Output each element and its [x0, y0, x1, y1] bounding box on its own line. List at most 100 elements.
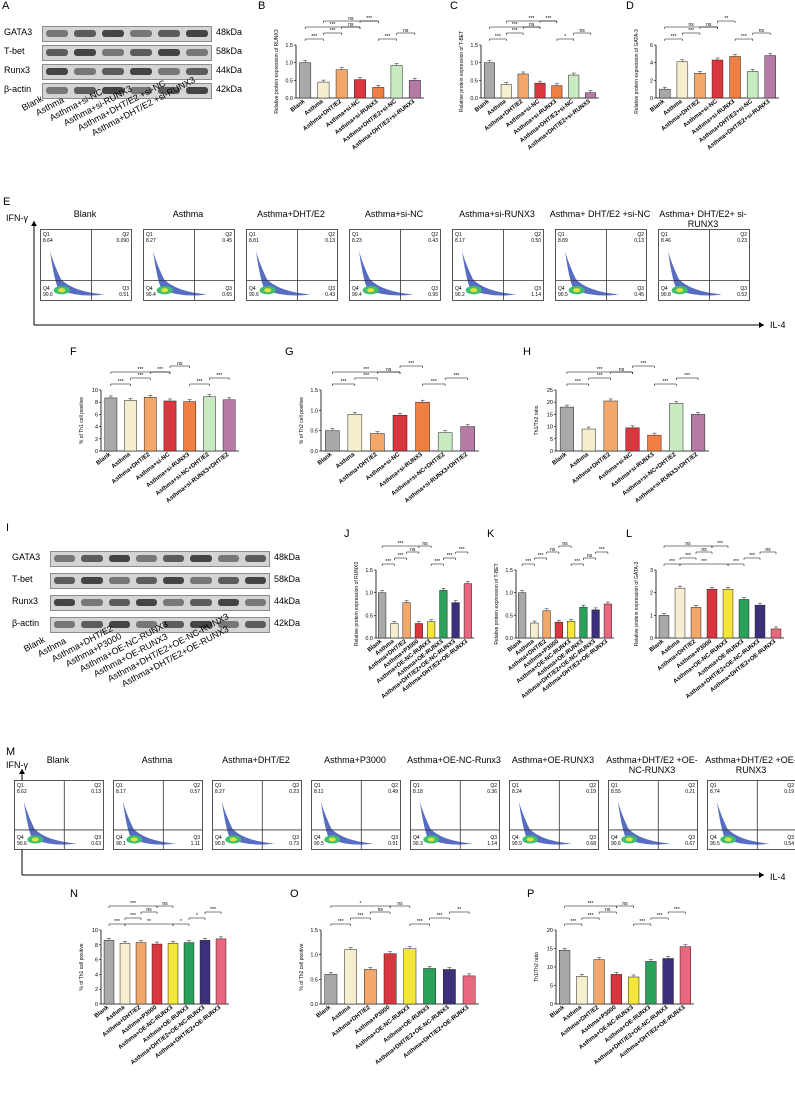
- significance-label: ns: [701, 547, 707, 553]
- quadrant-value: 1.14: [487, 841, 497, 847]
- bar: [439, 590, 448, 639]
- y-tick-label: 0.5: [365, 613, 373, 619]
- flow-plot-title: Asthma+OE-NC-Runx3: [407, 755, 501, 765]
- cell-population: [50, 251, 104, 296]
- significance-label: ***: [311, 34, 317, 40]
- significance-label: ***: [130, 913, 136, 919]
- bar: [124, 400, 137, 452]
- flow-cytometry-e: IFN-γ IL-4 Blank Q1 8.64 Q2 0.090 Q4 90.6 Q3 0.51 A…: [0, 205, 795, 345]
- significance-label: *: [360, 901, 362, 907]
- quadrant-value: 90.4: [352, 292, 362, 298]
- protein-band: [130, 87, 152, 94]
- protein-band: [135, 555, 157, 562]
- quadrant-value: 0.36: [487, 789, 497, 795]
- category-label: Asthma+DHT/E2: [571, 451, 612, 485]
- y-tick-label: 1.0: [310, 953, 318, 959]
- quadrant-name: Q2: [292, 783, 299, 789]
- y-tick-label: 0.5: [310, 977, 318, 983]
- significance-label: ***: [741, 34, 747, 40]
- scatter-density: [213, 781, 301, 849]
- quadrant-value: 90.5: [710, 841, 720, 847]
- quadrant-value: 8.64: [43, 238, 53, 244]
- bar: [119, 943, 131, 1005]
- quadrant-value: 8.17: [455, 238, 465, 244]
- protein-label: β-actin: [4, 84, 32, 94]
- y-tick-label: 5: [550, 984, 553, 990]
- significance-label: ns: [348, 16, 354, 22]
- quadrant-name: Q4: [146, 286, 153, 292]
- quadrant-name: Q2: [328, 232, 335, 238]
- significance-label: *: [180, 919, 182, 925]
- significance-label: ***: [688, 28, 694, 34]
- panel-label-g: G: [285, 346, 294, 358]
- flow-plot-title: Asthma+DHT/E2: [222, 755, 290, 765]
- protein-label: GATA3: [12, 552, 41, 562]
- y-axis-label: Th1/Th2 ratio: [534, 952, 540, 982]
- y-axis-label: Relative protein expression of T-BET: [494, 563, 500, 644]
- protein-band: [190, 599, 212, 606]
- kda-label: 58kDa: [274, 574, 301, 584]
- significance-label: ns: [759, 28, 765, 34]
- panel-label-j: J: [344, 528, 350, 540]
- quadrant-value: 0.91: [388, 841, 398, 847]
- y-axis-label: % of Th1 cell positive: [79, 943, 85, 990]
- y-tick-label: 1: [650, 613, 653, 619]
- quadrant-value: 90.2: [455, 292, 465, 298]
- cell-population: [668, 251, 722, 296]
- quadrant-name: Q1: [710, 783, 717, 789]
- quadrant-value: 90.6: [249, 292, 259, 298]
- quadrant-name: Q1: [413, 783, 420, 789]
- significance-label: ***: [138, 373, 144, 379]
- bar: [423, 968, 436, 1005]
- quadrant-name: Q4: [512, 835, 519, 841]
- significance-label: ***: [358, 913, 364, 919]
- panel-label-i: I: [6, 522, 10, 534]
- kda-label: 42kDa: [216, 84, 243, 94]
- quadrant-name: Q2: [490, 783, 497, 789]
- quadrant-value: 0.23: [289, 789, 299, 795]
- quadrant-value: 0.13: [634, 238, 644, 244]
- density-peak: [427, 837, 435, 842]
- y-tick-label: 1.0: [505, 591, 513, 597]
- bar: [463, 583, 472, 639]
- quadrant-name: Q3: [490, 835, 497, 841]
- significance-label: ***: [341, 379, 347, 385]
- significance-label: ns: [550, 547, 556, 553]
- quadrant-value: 0.45: [222, 238, 232, 244]
- quadrant-name: Q4: [43, 286, 50, 292]
- bar: [151, 943, 163, 1005]
- y-tick-label: 15: [547, 947, 553, 953]
- significance-label: ***: [597, 367, 603, 373]
- significance-label: ***: [685, 553, 691, 559]
- scatter-density: [15, 781, 103, 849]
- protein-band: [158, 49, 180, 56]
- panel-label-b: B: [258, 0, 266, 12]
- kda-label: 48kDa: [216, 27, 243, 37]
- blot-row: [50, 617, 270, 633]
- quadrant-name: Q4: [661, 286, 668, 292]
- protein-band: [102, 68, 124, 75]
- scatter-density: [411, 781, 499, 849]
- cell-population: [462, 251, 516, 296]
- bar: [408, 80, 421, 99]
- protein-band: [81, 555, 103, 562]
- panel-label-d: D: [626, 0, 634, 12]
- flow-plot: Q1 8.24 Q2 0.19 Q4 90.9 Q3 0.68: [509, 780, 599, 850]
- bar: [567, 620, 576, 639]
- quadrant-name: Q4: [249, 286, 256, 292]
- significance-label: ns: [378, 907, 384, 913]
- density-peak: [573, 288, 581, 293]
- protein-band: [130, 49, 152, 56]
- significance-label: ***: [701, 559, 707, 565]
- blot-row: [50, 573, 270, 589]
- y-axis-label: Relative protein expression of GATA-3: [634, 29, 640, 114]
- y-tick-label: 0: [95, 1002, 98, 1008]
- western-blot-a: GATA3 48kDa T-bet 58kDa Runx3 44kDa β-actin 42k…: [0, 22, 258, 172]
- significance-label: ***: [363, 373, 369, 379]
- bar: [167, 943, 179, 1005]
- protein-label: Runx3: [4, 65, 31, 75]
- bar: [591, 609, 600, 639]
- density-peak: [526, 837, 534, 842]
- density-peak: [264, 288, 272, 293]
- bar: [222, 399, 236, 452]
